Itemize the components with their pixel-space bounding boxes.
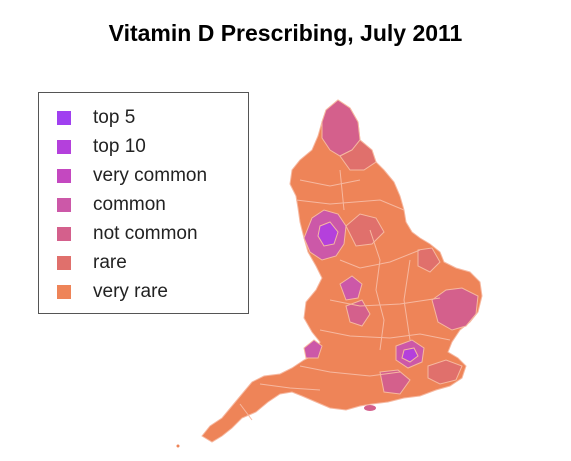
region-sussex: [379, 369, 411, 395]
region-kent: [427, 359, 463, 385]
legend-label: not common: [93, 223, 198, 244]
region-manchester: [317, 221, 339, 247]
region-tyne: [339, 139, 377, 171]
legend-swatch: [57, 140, 71, 154]
region-yorkshire: [345, 213, 385, 247]
region-london-core: [401, 347, 419, 363]
legend-label: very common: [93, 165, 208, 186]
legend-label: very rare: [93, 281, 168, 302]
legend-item-top-10: top 10: [57, 134, 146, 160]
region-midlands-south: [345, 299, 371, 327]
legend-item-common: common: [57, 192, 166, 218]
legend-label: top 5: [93, 107, 136, 128]
legend-item-rare: rare: [57, 250, 127, 276]
map-title: Vitamin D Prescribing, July 2011: [108, 20, 463, 46]
region-midlands: [339, 275, 363, 301]
legend-swatch: [57, 227, 71, 241]
map-legend: top 5 top 10 very common common not comm…: [38, 92, 249, 314]
legend-label: common: [93, 194, 166, 215]
legend-label: rare: [93, 252, 127, 273]
legend-label: top 10: [93, 136, 146, 157]
boundaries: [239, 169, 451, 421]
region-lincs: [417, 247, 441, 273]
legend-swatch: [57, 285, 71, 299]
isles-of-scilly: [176, 444, 180, 448]
legend-item-very-rare: very rare: [57, 279, 168, 305]
legend-swatch: [57, 198, 71, 212]
legend-swatch: [57, 111, 71, 125]
legend-swatch: [57, 169, 71, 183]
legend-item-very-common: very common: [57, 163, 207, 189]
isle-of-wight: [364, 405, 376, 411]
legend-item-not-common: not common: [57, 221, 198, 247]
legend-item-top-5: top 5: [57, 105, 135, 131]
legend-swatch: [57, 256, 71, 270]
region-east-anglia: [431, 287, 479, 331]
region-bristol: [303, 339, 323, 359]
